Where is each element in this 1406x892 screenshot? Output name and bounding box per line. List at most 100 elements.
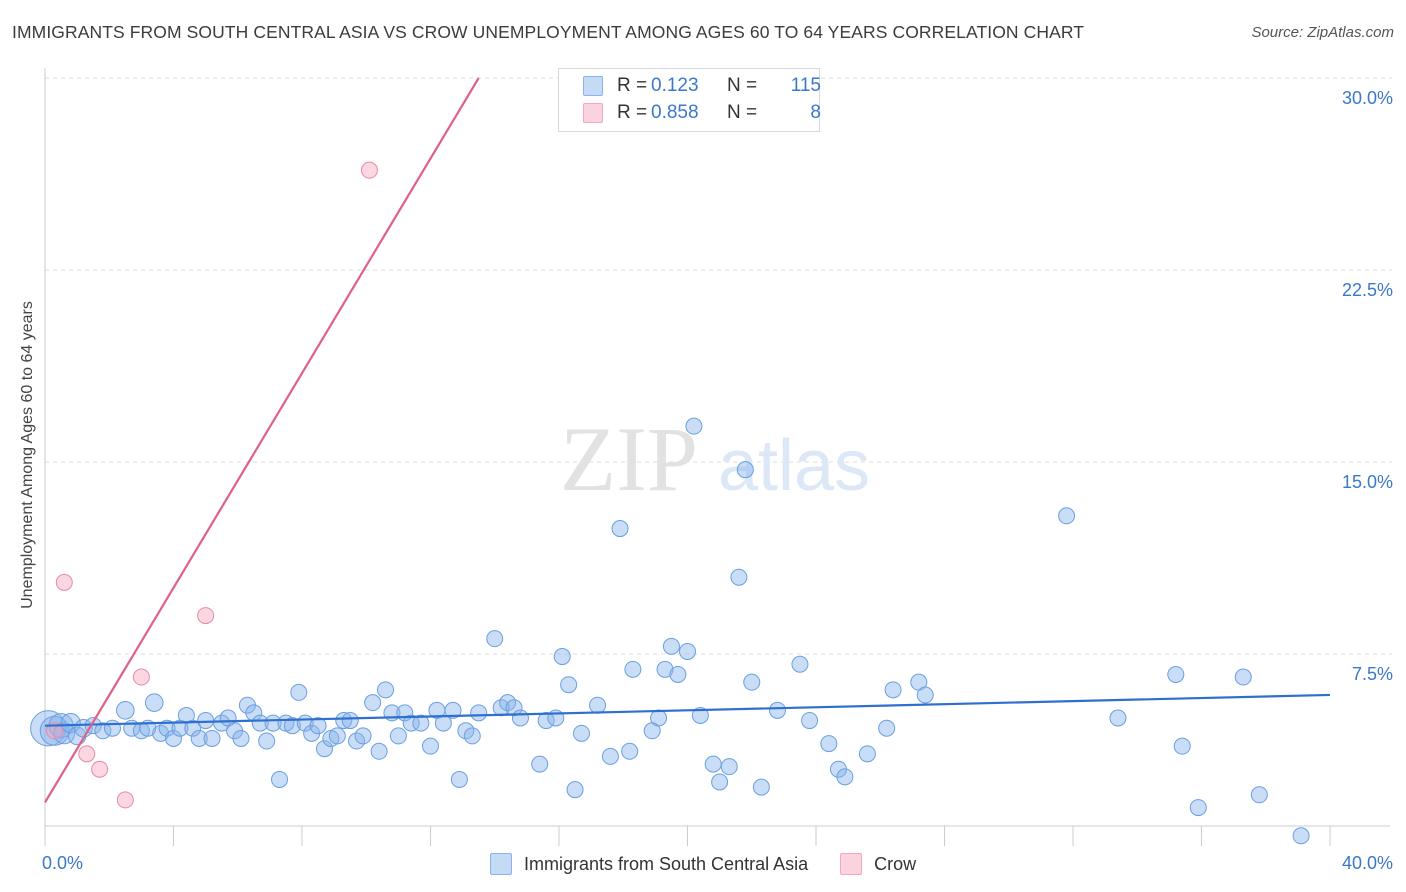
data-points (30, 161, 1310, 845)
point-immigrants (836, 768, 854, 786)
point-immigrants (601, 747, 619, 765)
point-immigrants (1058, 507, 1076, 525)
r-value: 0.858 (651, 102, 699, 123)
point-immigrants (685, 417, 703, 435)
point-immigrants (94, 722, 112, 740)
point-immigrants (290, 683, 308, 701)
point-immigrants (662, 637, 680, 655)
point-immigrants (103, 719, 121, 737)
axes (44, 68, 1390, 846)
point-crow (46, 722, 64, 740)
point-immigrants (531, 755, 549, 773)
n-label: N = (727, 102, 758, 123)
point-crow (78, 745, 96, 763)
point-immigrants (203, 729, 221, 747)
r-label: R = (617, 75, 648, 96)
point-immigrants (916, 686, 934, 704)
point-immigrants (858, 745, 876, 763)
point-immigrants (704, 755, 722, 773)
point-immigrants (1173, 737, 1191, 755)
point-immigrants (736, 461, 754, 479)
grid-lines (45, 77, 1392, 655)
point-immigrants (1189, 799, 1207, 817)
point-immigrants (884, 681, 902, 699)
point-immigrants (656, 660, 674, 678)
point-crow (132, 668, 150, 686)
watermark-atlas: atlas (718, 426, 870, 506)
r-value: 0.123 (651, 75, 699, 96)
legend-label-crow: Crow (874, 853, 917, 874)
point-immigrants (621, 742, 639, 760)
legend-item-immigrants[interactable]: Immigrants from South Central Asia (490, 853, 808, 875)
point-immigrants (283, 717, 301, 735)
point-immigrants (752, 778, 770, 796)
point-immigrants (650, 709, 668, 727)
point-crow (91, 760, 109, 778)
point-immigrants (190, 729, 208, 747)
point-immigrants (624, 660, 642, 678)
n-value: 8 (810, 102, 821, 123)
trend-line-immigrants (44, 693, 1331, 727)
point-immigrants (315, 740, 333, 758)
point-immigrants (1109, 709, 1127, 727)
point-immigrants (470, 704, 488, 722)
point-immigrants (486, 630, 504, 648)
point-immigrants (251, 714, 269, 732)
point-immigrants (1234, 668, 1252, 686)
watermark-zip: ZIP (560, 408, 698, 510)
point-immigrants (116, 701, 135, 720)
point-immigrants (820, 735, 838, 753)
n-label: N = (727, 75, 758, 96)
point-immigrants (1167, 665, 1185, 683)
point-immigrants (232, 729, 250, 747)
y-tick-label: 30.0% (1342, 88, 1393, 108)
point-immigrants (768, 701, 786, 719)
point-immigrants (450, 770, 468, 788)
trend-line-crow (44, 77, 480, 804)
legend-item-crow[interactable]: Crow (840, 853, 916, 875)
point-immigrants (463, 727, 481, 745)
point-immigrants (743, 673, 761, 691)
legend-swatch-crow (583, 103, 603, 123)
point-immigrants (669, 665, 687, 683)
point-immigrants (412, 714, 430, 732)
point-immigrants (402, 714, 420, 732)
point-immigrants (53, 722, 76, 745)
point-immigrants (165, 729, 182, 747)
legend-swatch-crow (840, 853, 863, 875)
point-immigrants (679, 642, 696, 660)
x-tick-label: 0.0% (42, 853, 83, 873)
point-immigrants (1292, 827, 1310, 845)
point-immigrants (370, 742, 388, 760)
point-immigrants (144, 693, 164, 712)
point-immigrants (553, 648, 571, 666)
point-immigrants (1250, 786, 1268, 804)
point-immigrants (444, 701, 462, 719)
point-immigrants (158, 719, 176, 737)
legend-swatch-immigrants (490, 853, 512, 875)
point-immigrants (505, 699, 523, 717)
r-label: R = (617, 102, 648, 123)
point-immigrants (611, 520, 629, 538)
point-immigrants (730, 568, 748, 586)
point-immigrants (511, 709, 529, 727)
point-immigrants (572, 724, 590, 742)
point-immigrants (566, 781, 584, 799)
x-tick-label: 40.0% (1342, 853, 1393, 873)
y-tick-label: 22.5% (1342, 280, 1393, 300)
point-immigrants (184, 719, 202, 737)
point-immigrants (589, 696, 607, 714)
point-immigrants (328, 727, 346, 745)
point-immigrants (258, 732, 276, 750)
correlation-legend: R = 0.123 N = 115 R = 0.858 N = 8 (558, 68, 821, 132)
source-label: Source: ZipAtlas.com (1251, 24, 1394, 41)
point-immigrants (354, 727, 372, 745)
point-immigrants (377, 681, 395, 699)
chart-title: IMMIGRANTS FROM SOUTH CENTRAL ASIA VS CR… (12, 22, 1085, 42)
series-legend: Immigrants from South Central Asia Crow (490, 852, 948, 876)
tick-labels: 7.5% 15.0% 22.5% 30.0% 0.0% 40.0% (42, 88, 1393, 873)
point-crow (197, 607, 215, 625)
point-immigrants (341, 712, 359, 730)
point-crow (116, 791, 134, 809)
point-immigrants (560, 676, 578, 694)
